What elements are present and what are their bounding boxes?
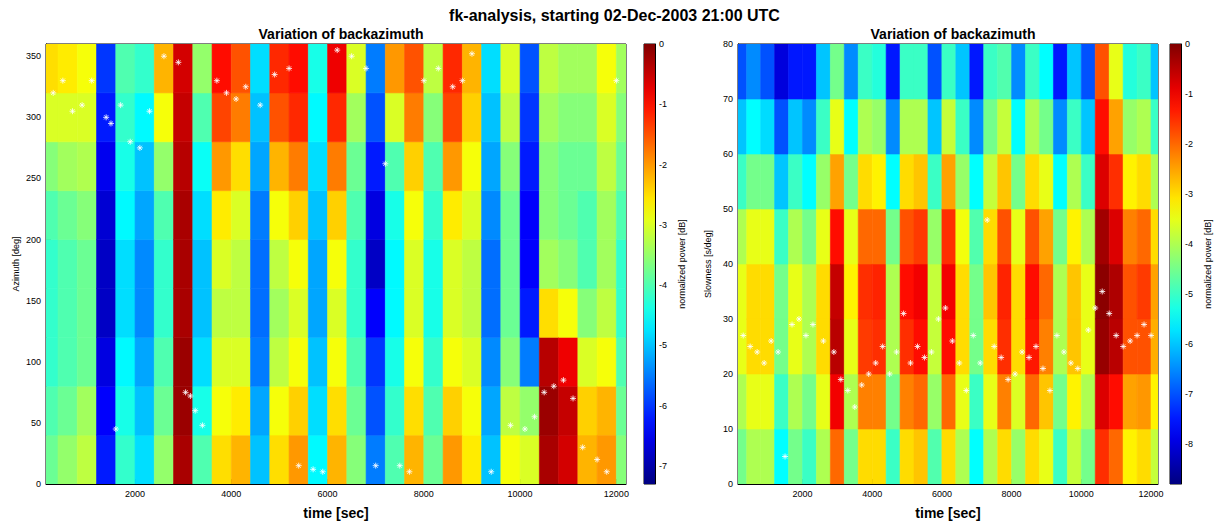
svg-text:-1: -1 [659, 99, 667, 109]
svg-text:-3: -3 [659, 220, 667, 230]
svg-text:time [sec]: time [sec] [915, 505, 980, 521]
svg-text:fk-analysis, starting 02-Dec-2: fk-analysis, starting 02-Dec-2003 21:00 … [449, 7, 780, 24]
svg-text:-5: -5 [1185, 289, 1193, 299]
svg-text:Slowness [s/deg]: Slowness [s/deg] [703, 230, 713, 298]
svg-text:-7: -7 [659, 461, 667, 471]
svg-text:-2: -2 [1185, 139, 1193, 149]
svg-text:12000: 12000 [1139, 489, 1164, 499]
svg-text:-6: -6 [659, 401, 667, 411]
svg-text:12000: 12000 [604, 489, 629, 499]
svg-text:6000: 6000 [318, 489, 338, 499]
svg-text:80: 80 [723, 39, 733, 49]
svg-text:50: 50 [723, 204, 733, 214]
svg-text:2000: 2000 [125, 489, 145, 499]
svg-text:30: 30 [723, 314, 733, 324]
svg-text:-5: -5 [659, 340, 667, 350]
svg-text:normalized power [dB]: normalized power [dB] [1203, 219, 1213, 309]
svg-text:Variation of backazimuth: Variation of backazimuth [259, 26, 424, 42]
svg-text:60: 60 [723, 149, 733, 159]
svg-text:350: 350 [26, 51, 41, 61]
svg-text:200: 200 [26, 235, 41, 245]
svg-text:0: 0 [728, 479, 733, 489]
svg-text:10: 10 [723, 424, 733, 434]
svg-text:20: 20 [723, 369, 733, 379]
svg-text:50: 50 [31, 418, 41, 428]
svg-text:-8: -8 [1185, 439, 1193, 449]
svg-text:-3: -3 [1185, 189, 1193, 199]
svg-text:-1: -1 [1185, 89, 1193, 99]
svg-text:-7: -7 [1185, 389, 1193, 399]
svg-text:8000: 8000 [414, 489, 434, 499]
svg-text:-6: -6 [1185, 339, 1193, 349]
svg-text:0: 0 [36, 479, 41, 489]
svg-text:-4: -4 [659, 280, 667, 290]
svg-text:time [sec]: time [sec] [303, 505, 368, 521]
svg-text:6000: 6000 [932, 489, 952, 499]
svg-text:250: 250 [26, 173, 41, 183]
svg-text:normalized power [dB]: normalized power [dB] [677, 219, 687, 309]
svg-text:0: 0 [659, 39, 664, 49]
svg-text:4000: 4000 [862, 489, 882, 499]
svg-text:150: 150 [26, 296, 41, 306]
svg-text:-4: -4 [1185, 239, 1193, 249]
svg-text:10000: 10000 [1069, 489, 1094, 499]
svg-text:70: 70 [723, 94, 733, 104]
svg-text:Variation of backazimuth: Variation of backazimuth [871, 26, 1036, 42]
svg-text:-2: -2 [659, 160, 667, 170]
svg-text:8000: 8000 [1002, 489, 1022, 499]
svg-text:10000: 10000 [508, 489, 533, 499]
svg-text:300: 300 [26, 112, 41, 122]
svg-text:100: 100 [26, 357, 41, 367]
svg-text:2000: 2000 [792, 489, 812, 499]
svg-text:0: 0 [1185, 39, 1190, 49]
svg-text:40: 40 [723, 259, 733, 269]
svg-text:4000: 4000 [221, 489, 241, 499]
svg-text:Azimuth [deg]: Azimuth [deg] [11, 236, 21, 291]
